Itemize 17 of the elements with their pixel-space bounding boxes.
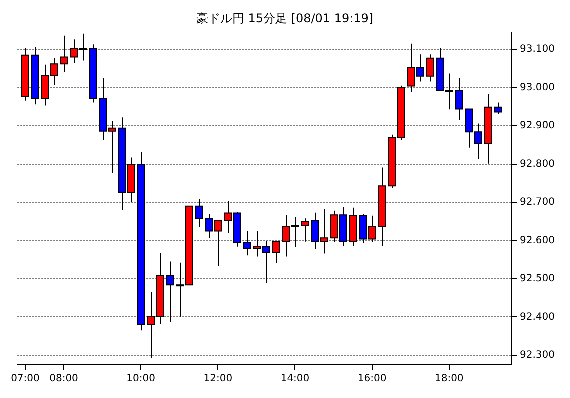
y-tick-label: 93.000	[520, 82, 556, 94]
y-tick-label: 92.600	[520, 235, 556, 246]
y-tick-label: 92.900	[520, 120, 556, 132]
x-tick-label: 16:00	[358, 374, 387, 385]
y-tick-label: 92.500	[520, 274, 556, 285]
y-tick-label: 92.400	[520, 312, 556, 323]
chart-title: 豪ドル円 15分足 [08/01 19:19]	[196, 11, 374, 26]
y-tick-label: 92.300	[520, 350, 556, 362]
y-tick-label: 92.800	[520, 158, 556, 170]
x-tick-label: 12:00	[204, 374, 233, 385]
y-tick-label: 93.100	[520, 44, 556, 56]
y-tick-label: 92.700	[520, 197, 556, 208]
x-tick-label: 07:00	[11, 374, 40, 385]
x-tick-label: 08:00	[50, 374, 78, 385]
x-tick-label: 14:00	[280, 374, 310, 385]
x-tick-label: 10:00	[126, 374, 156, 385]
x-tick-label: 18:00	[434, 374, 464, 385]
